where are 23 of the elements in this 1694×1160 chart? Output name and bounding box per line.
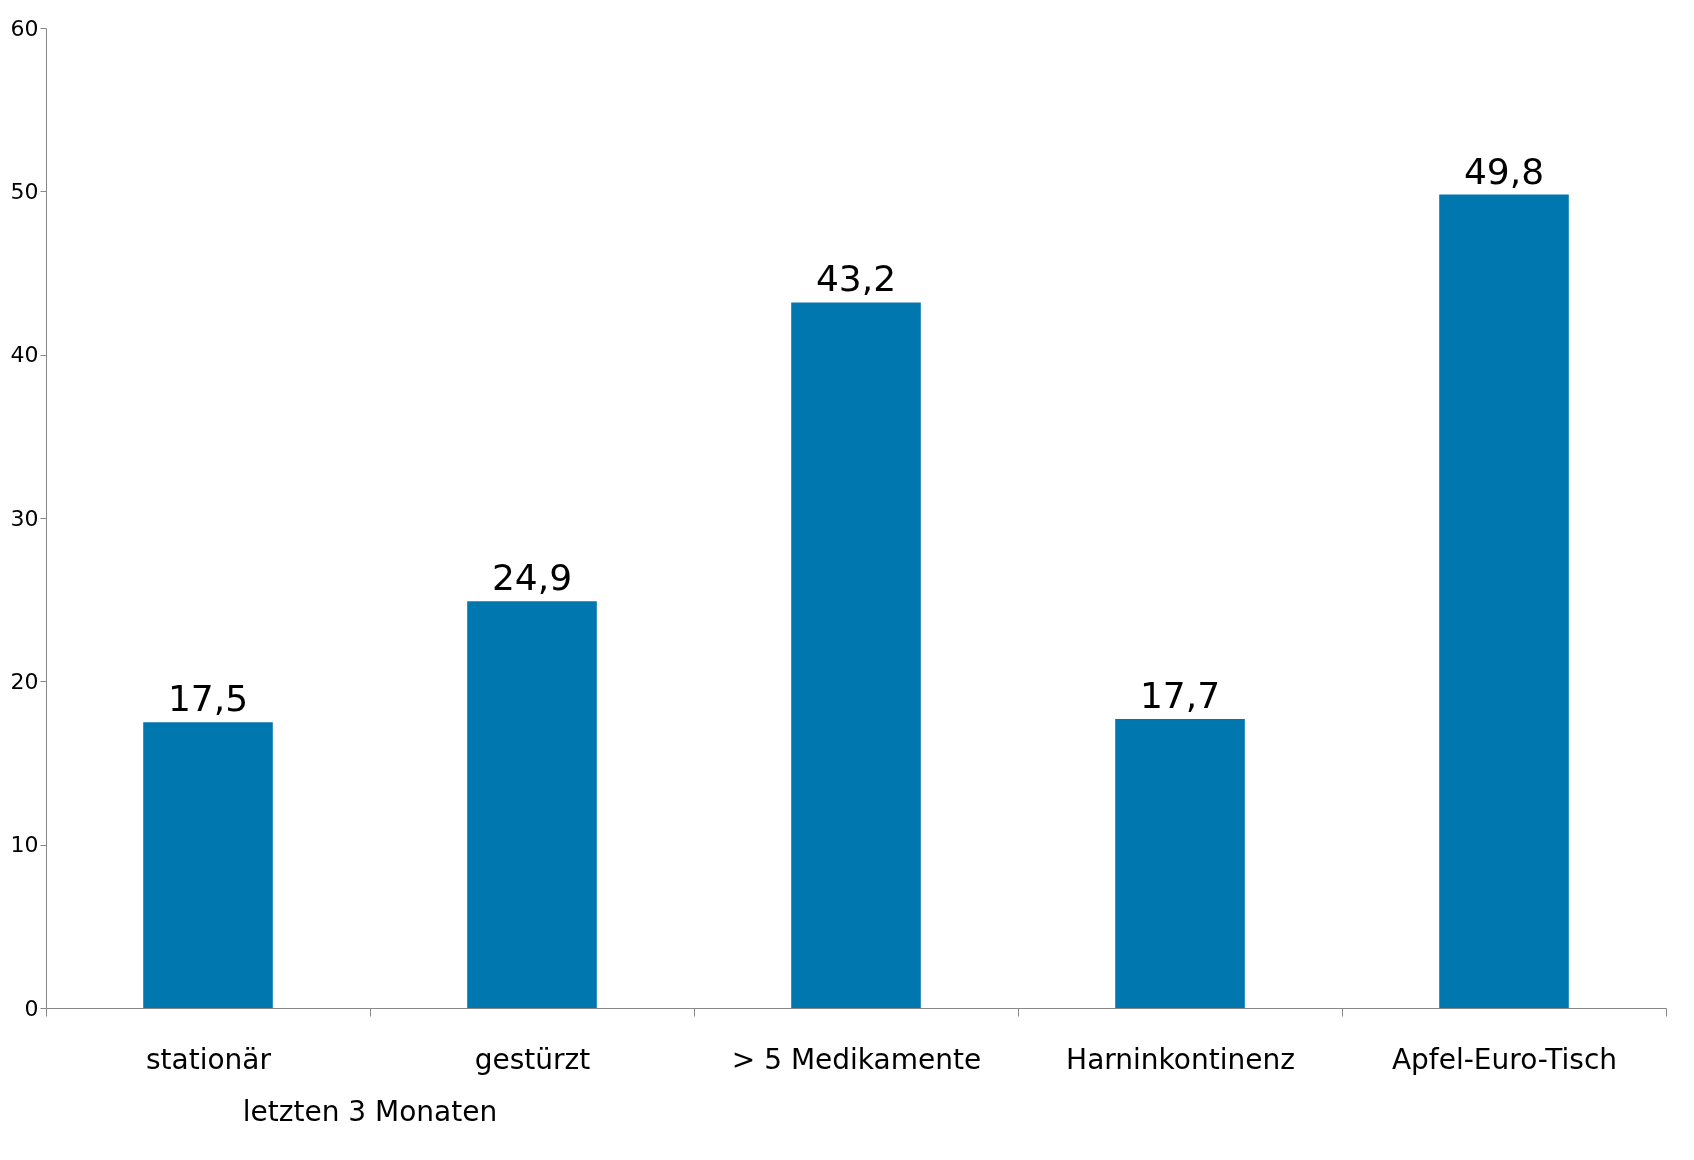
x-tick-label: gestürzt xyxy=(474,1042,591,1076)
x-tick-label: Harninkontinenz xyxy=(1066,1042,1295,1076)
x-tick-label: stationär xyxy=(145,1042,272,1076)
y-tick-label: 50 xyxy=(10,178,39,204)
bar xyxy=(143,722,273,1008)
y-tick-label: 10 xyxy=(10,832,39,858)
data-label: 17,7 xyxy=(1139,674,1221,716)
x-tick-label: Apfel-Euro-Tisch xyxy=(1391,1042,1618,1076)
data-label: 17,5 xyxy=(167,678,249,720)
bar xyxy=(1439,194,1569,1008)
y-tick-label: 60 xyxy=(10,15,39,41)
data-label: 24,9 xyxy=(491,557,573,599)
y-tick-label: 0 xyxy=(24,995,39,1021)
x-tick-label: > 5 Medikamente xyxy=(731,1042,982,1076)
data-label: 49,8 xyxy=(1463,150,1545,192)
y-tick-label: 40 xyxy=(10,342,39,368)
bar xyxy=(791,302,921,1008)
bar xyxy=(1115,718,1245,1008)
y-tick-label: 30 xyxy=(10,505,39,531)
data-label: 43,2 xyxy=(815,258,897,300)
bar xyxy=(467,601,597,1008)
y-tick-label: 20 xyxy=(10,668,39,694)
text: letzten 3 Monaten xyxy=(242,1095,498,1128)
